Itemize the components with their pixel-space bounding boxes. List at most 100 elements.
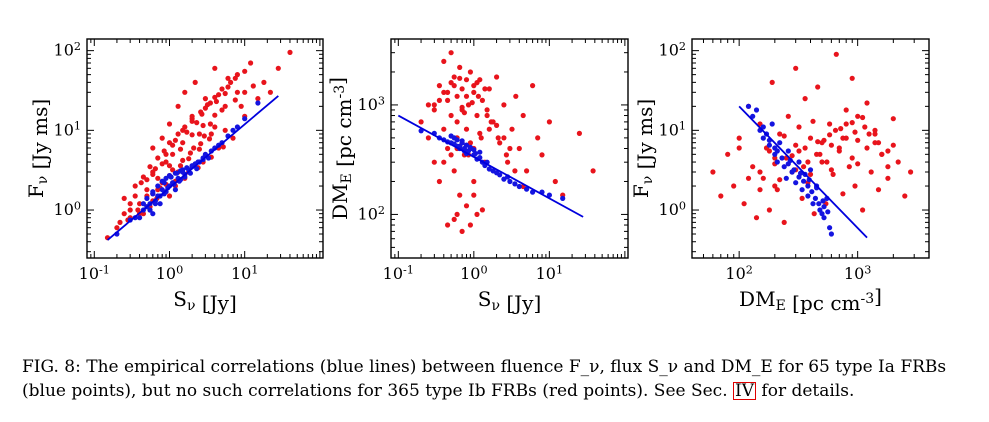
- red-data-point: [180, 157, 186, 163]
- red-data-point: [448, 112, 454, 119]
- red-data-point: [187, 150, 193, 156]
- red-data-point: [228, 79, 234, 85]
- blue-data-point: [144, 195, 150, 201]
- red-data-point: [801, 164, 807, 170]
- red-data-point: [457, 64, 463, 70]
- red-data-point: [799, 195, 805, 201]
- red-data-point: [166, 121, 173, 127]
- red-data-point: [448, 50, 454, 56]
- blue-points-layer: [745, 103, 835, 237]
- red-data-point: [467, 69, 473, 75]
- y-axis-label: Fν [Jy ms]: [24, 99, 52, 198]
- red-data-point: [488, 119, 494, 125]
- red-data-point: [431, 159, 437, 165]
- tick-labels: 102 103 100 101 102: [659, 40, 872, 283]
- red-data-point: [222, 90, 228, 97]
- red-data-point: [484, 107, 490, 113]
- section-reference-link[interactable]: IV: [733, 381, 757, 401]
- red-data-point: [467, 140, 473, 146]
- red-data-point: [885, 148, 891, 154]
- blue-data-point: [796, 159, 802, 165]
- red-data-point: [807, 135, 814, 141]
- red-data-point: [516, 145, 522, 152]
- fit-line: [397, 114, 584, 218]
- red-data-point: [501, 135, 507, 141]
- red-data-point: [757, 187, 763, 193]
- blue-data-point: [793, 180, 799, 186]
- x-tick-label: 101: [536, 263, 563, 283]
- red-data-point: [486, 86, 492, 92]
- red-data-point: [772, 183, 778, 189]
- red-data-point: [471, 83, 477, 89]
- blue-data-point: [184, 165, 190, 171]
- red-data-point: [234, 89, 240, 95]
- red-data-point: [494, 74, 500, 80]
- red-data-point: [479, 97, 485, 103]
- red-data-point: [150, 171, 156, 177]
- red-data-point: [114, 225, 120, 231]
- red-data-point: [855, 137, 861, 143]
- red-data-point: [454, 93, 460, 99]
- red-data-point: [805, 159, 811, 165]
- red-data-point: [849, 120, 855, 126]
- red-data-point: [494, 122, 500, 128]
- red-data-point: [772, 155, 778, 161]
- red-data-point: [852, 183, 858, 189]
- red-data-point: [486, 126, 492, 132]
- blue-data-point: [180, 167, 186, 173]
- red-data-point: [222, 103, 228, 109]
- red-data-point: [860, 207, 866, 213]
- red-data-point: [182, 89, 188, 95]
- blue-data-point: [448, 133, 454, 139]
- red-data-point: [796, 124, 802, 130]
- red-data-point: [885, 175, 891, 181]
- blue-data-point: [497, 172, 503, 178]
- blue-data-point: [168, 174, 174, 180]
- red-data-point: [441, 126, 447, 132]
- red-data-point: [546, 119, 553, 125]
- x-tick-label: 100: [460, 263, 487, 283]
- blue-data-point: [825, 209, 831, 215]
- fit-line: [106, 95, 279, 241]
- red-data-point: [890, 142, 896, 148]
- blue-data-point: [155, 183, 161, 189]
- red-data-point: [189, 132, 195, 138]
- red-data-point: [872, 131, 878, 137]
- x-axis-label: Sν [Jy]: [173, 287, 237, 315]
- red-data-point: [436, 97, 442, 103]
- red-data-point: [908, 169, 914, 175]
- red-data-point: [827, 132, 833, 138]
- red-data-point: [219, 107, 225, 113]
- red-data-point: [890, 116, 896, 122]
- y-tick-label: 101: [659, 120, 686, 140]
- red-data-point: [138, 180, 144, 186]
- red-data-point: [232, 75, 238, 81]
- red-data-point: [180, 140, 186, 146]
- blue-data-point: [805, 193, 811, 199]
- red-data-point: [287, 49, 293, 56]
- plot-frame: [691, 38, 930, 259]
- tick-marks: [692, 39, 929, 258]
- blue-data-point: [791, 167, 797, 173]
- red-data-point: [459, 86, 465, 92]
- blue-data-point: [816, 201, 822, 207]
- blue-data-point: [827, 225, 833, 231]
- x-axis-label: DME [pc cm-3]: [739, 284, 882, 315]
- red-data-point: [441, 89, 447, 95]
- red-data-point: [849, 75, 855, 81]
- red-data-point: [457, 75, 463, 81]
- red-data-point: [451, 83, 457, 89]
- red-data-point: [207, 100, 213, 106]
- red-data-point: [484, 112, 490, 119]
- blue-data-point: [161, 180, 167, 186]
- red-data-point: [454, 211, 460, 217]
- red-data-point: [710, 169, 716, 175]
- red-data-point: [725, 151, 731, 157]
- blue-data-point: [477, 149, 483, 155]
- red-data-point: [467, 222, 473, 228]
- blue-data-point: [807, 167, 814, 173]
- red-data-point: [454, 119, 460, 125]
- y-tick-label: 100: [54, 199, 81, 219]
- red-data-point: [431, 102, 437, 108]
- red-data-point: [186, 156, 192, 162]
